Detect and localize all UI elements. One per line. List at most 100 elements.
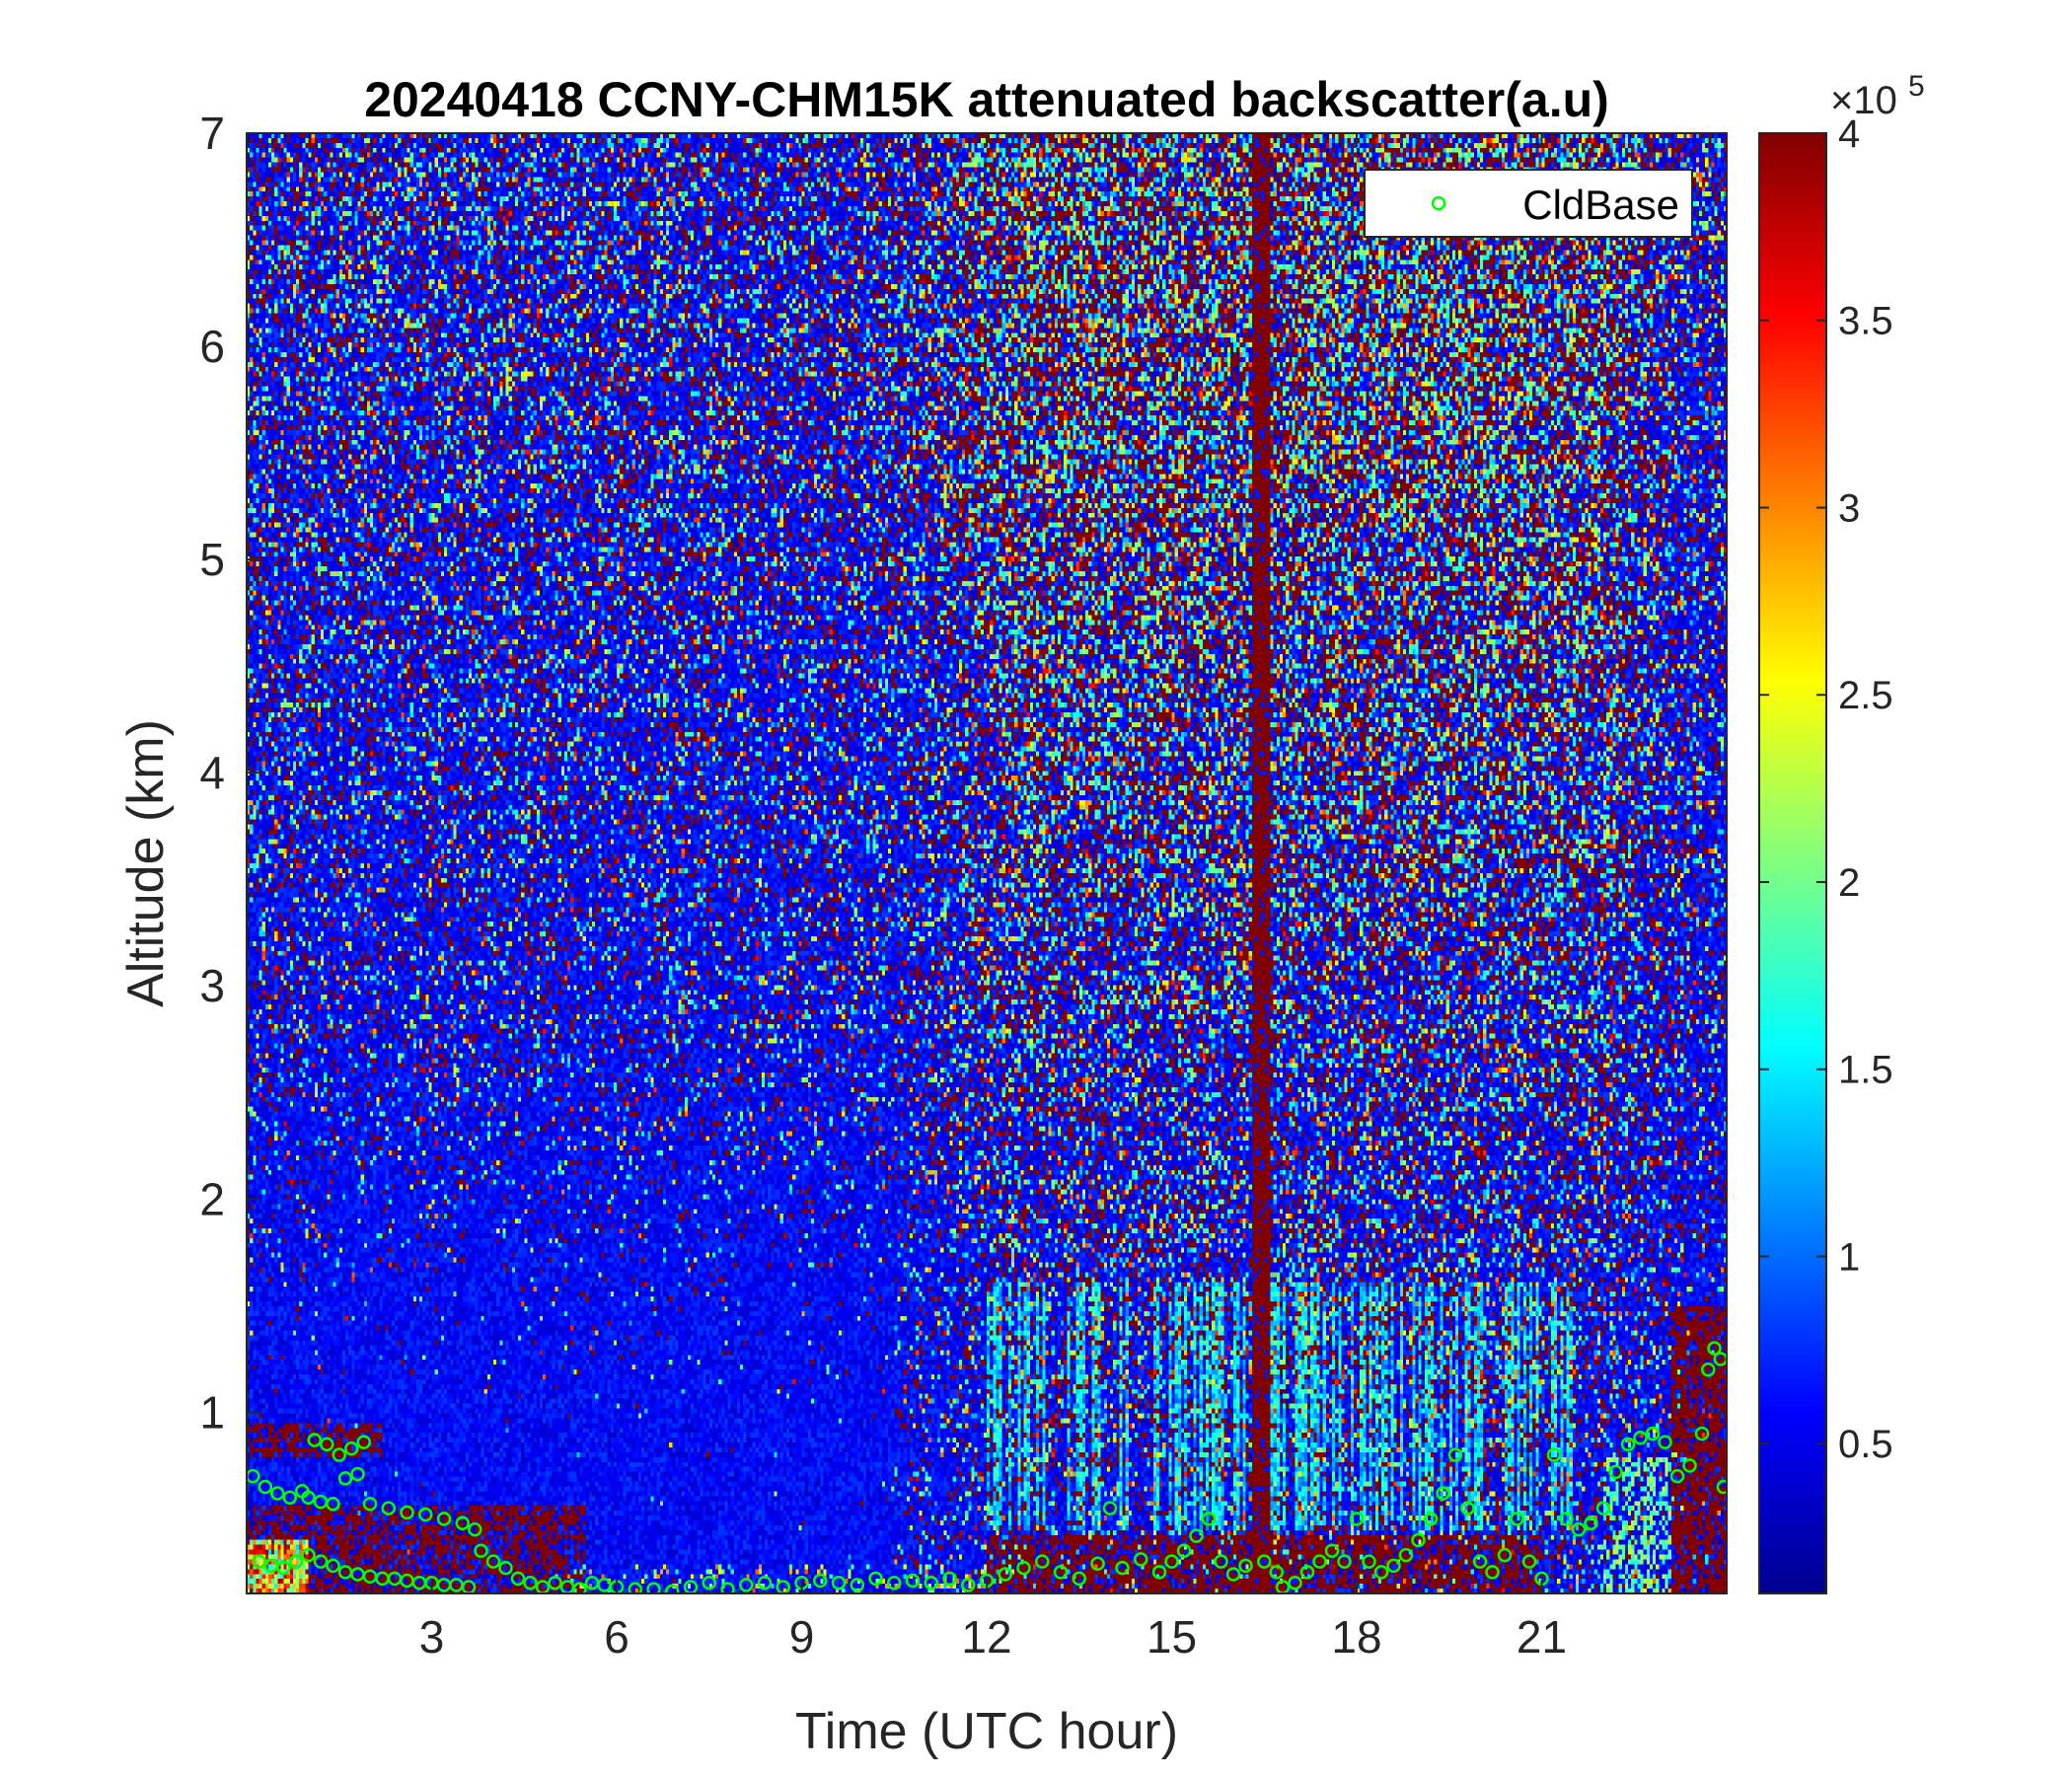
cldbase-point	[1447, 1447, 1463, 1462]
cldbase-point	[418, 1507, 433, 1522]
cldbase-point	[1497, 1547, 1513, 1563]
backscatter-heatmap-image	[247, 133, 1727, 1593]
colorbar-tick-label: 1.5	[1838, 1049, 1893, 1092]
cldbase-point	[1485, 1565, 1500, 1580]
cldbase-point	[1214, 1554, 1228, 1569]
x-tick-label: 12	[961, 1611, 1011, 1663]
cldbase-point	[276, 1560, 291, 1576]
cldbase-point	[628, 1582, 642, 1593]
cldbase-point	[326, 1558, 340, 1574]
cldbase-point	[288, 1554, 304, 1569]
colorbar-tick-label: 3.5	[1838, 300, 1893, 343]
cldbase-point	[1423, 1512, 1439, 1526]
cldbase-point	[1546, 1447, 1562, 1462]
y-tick-label: 1	[199, 1386, 225, 1438]
cldbase-point	[1102, 1501, 1118, 1516]
cldbase-point	[1257, 1554, 1272, 1569]
y-tick-label: 6	[199, 321, 225, 372]
cldbase-point	[942, 1571, 957, 1587]
cldbase-point	[1035, 1554, 1050, 1569]
cldbase-point	[1571, 1521, 1587, 1537]
cldbase-point	[1658, 1435, 1672, 1449]
cldbase-point	[313, 1554, 329, 1569]
chart-title: 20240418 CCNY-CHM15K attenuated backscat…	[364, 72, 1609, 127]
cldbase-point	[252, 1554, 266, 1569]
cldbase-point	[1053, 1565, 1069, 1580]
cldbase-point	[381, 1501, 396, 1516]
colorbar-axis: 0.5 1 1.5 2 2.5 3 3.5 4	[1759, 112, 1893, 1466]
cldbase-point	[400, 1505, 414, 1520]
colorbar-tick-label: 2	[1838, 861, 1860, 905]
cldbase-point	[332, 1447, 346, 1462]
colorbar-multiplier-exponent: 5	[1908, 70, 1925, 103]
colorbar-tick-label: 0.5	[1838, 1423, 1893, 1466]
cldbase-point	[350, 1466, 365, 1482]
cldbase-point	[887, 1575, 902, 1591]
cldbase-point	[1398, 1547, 1414, 1563]
cldbase-point	[510, 1571, 526, 1587]
y-axis: 1 2 3 4 5 6 7	[199, 108, 1727, 1438]
cldbase-point	[270, 1486, 285, 1501]
cldbase-point	[301, 1547, 316, 1563]
cldbase-point	[1373, 1565, 1389, 1580]
cldbase-point	[344, 1441, 359, 1456]
colorbar-multiplier: ×10 5	[1830, 70, 1925, 122]
cldbase-point	[1584, 1516, 1598, 1530]
cldbase-point	[1595, 1501, 1611, 1516]
cldbase-point	[1164, 1554, 1179, 1569]
cldbase-point	[1608, 1464, 1623, 1480]
y-tick-label: 7	[199, 108, 225, 159]
cldbase-point	[1620, 1437, 1636, 1452]
cldbase-point	[1299, 1565, 1315, 1580]
cldbase-point	[1460, 1501, 1475, 1516]
y-tick-label: 4	[199, 747, 225, 798]
cldbase-point	[1288, 1575, 1302, 1591]
cldbase-point	[1633, 1431, 1648, 1445]
cldbase-point	[362, 1497, 378, 1512]
x-tick-label: 21	[1517, 1611, 1567, 1663]
colorbar-tick-label: 1	[1838, 1235, 1860, 1279]
colorbar	[1759, 133, 1826, 1593]
cldbase-point	[326, 1497, 340, 1512]
colorbar-multiplier-base: ×10	[1830, 79, 1897, 122]
colorbar-tick-label: 2.5	[1838, 674, 1893, 717]
cldbase-point	[1115, 1560, 1130, 1576]
cldbase-point	[1324, 1543, 1340, 1559]
cldbase-point	[1090, 1556, 1105, 1572]
cldbase-point	[665, 1584, 680, 1593]
cldbase-point	[307, 1433, 322, 1447]
cldbase-point	[905, 1573, 921, 1589]
x-tick-label: 3	[419, 1611, 445, 1663]
x-axis-label: Time (UTC hour)	[795, 1703, 1178, 1760]
cldbase-point	[1072, 1571, 1086, 1587]
legend-marker-cldbase	[1431, 195, 1446, 211]
cldbase-point	[1694, 1426, 1710, 1442]
cldbase-point	[548, 1575, 562, 1591]
cldbase-point	[1201, 1512, 1217, 1526]
cldbase-point	[1176, 1543, 1192, 1559]
legend-box	[1364, 169, 1693, 238]
cldbase-point	[498, 1560, 513, 1576]
cldbase-point	[1189, 1528, 1204, 1543]
cldbase-point	[757, 1575, 773, 1591]
cldbase-point	[702, 1575, 716, 1591]
cldbase-point	[813, 1573, 828, 1589]
cldbase-point	[1337, 1554, 1352, 1569]
cldbase-point	[1312, 1554, 1327, 1569]
cldbase-point	[961, 1578, 976, 1592]
cldbase-point	[831, 1575, 847, 1591]
cldbase-point	[436, 1512, 452, 1526]
cldbase-point	[739, 1578, 754, 1592]
x-axis: 3 6 9 12 15 18 21	[419, 133, 1567, 1663]
cldbase-point	[1016, 1560, 1031, 1576]
cldbase-point	[572, 1582, 587, 1593]
colorbar-tick-label: 3	[1838, 486, 1860, 530]
x-tick-label: 6	[604, 1611, 629, 1663]
cldbase-point	[301, 1490, 316, 1506]
cldbase-point	[1669, 1468, 1685, 1484]
cldbase-point	[646, 1582, 661, 1593]
cldbase-point	[1716, 1479, 1727, 1495]
cldbase-point	[1386, 1558, 1401, 1574]
